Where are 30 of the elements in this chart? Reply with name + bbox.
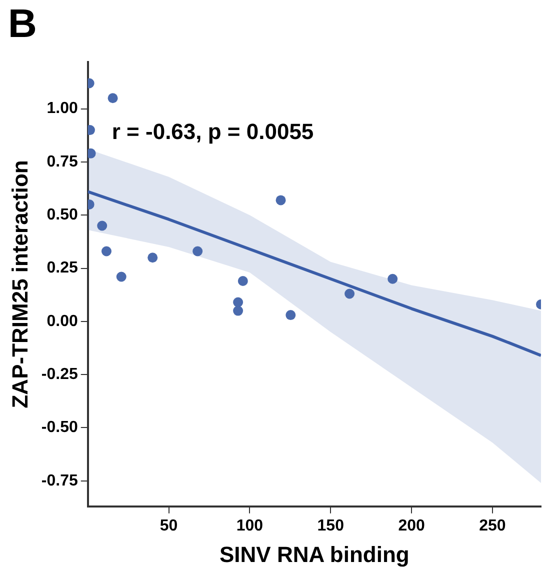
point — [192, 246, 203, 256]
point — [388, 274, 398, 284]
x-tick-label: 100 — [236, 517, 264, 534]
point — [286, 310, 296, 320]
point — [116, 272, 126, 282]
x-axis-title: SINV RNA binding — [220, 542, 410, 567]
y-tick-label: 0.50 — [46, 206, 78, 224]
y-tick-label: -0.25 — [41, 366, 78, 383]
y-tick-label: -0.75 — [41, 472, 78, 490]
y-axis-title: ZAP-TRIM25 interaction — [7, 160, 32, 408]
point — [233, 306, 244, 316]
x-tick-label: 250 — [479, 517, 506, 534]
point — [97, 220, 108, 231]
x-tick-label: 50 — [160, 517, 178, 534]
y-tick-label: 0.00 — [46, 312, 78, 330]
x-tick-label: 150 — [317, 517, 344, 534]
annotation: r = -0.63, p = 0.0055 — [112, 119, 314, 144]
point — [344, 288, 355, 299]
y-tick-label: -0.50 — [41, 419, 78, 436]
point — [276, 195, 286, 206]
point — [108, 93, 118, 104]
point — [238, 276, 248, 286]
point — [101, 246, 112, 256]
y-tick-label: 1.00 — [46, 100, 78, 118]
text: B — [8, 2, 37, 46]
point — [233, 297, 244, 308]
x-tick-label: 200 — [398, 517, 425, 534]
y-tick-label: 0.75 — [46, 153, 78, 170]
point — [148, 252, 158, 263]
y-tick-label: 0.25 — [46, 260, 78, 277]
